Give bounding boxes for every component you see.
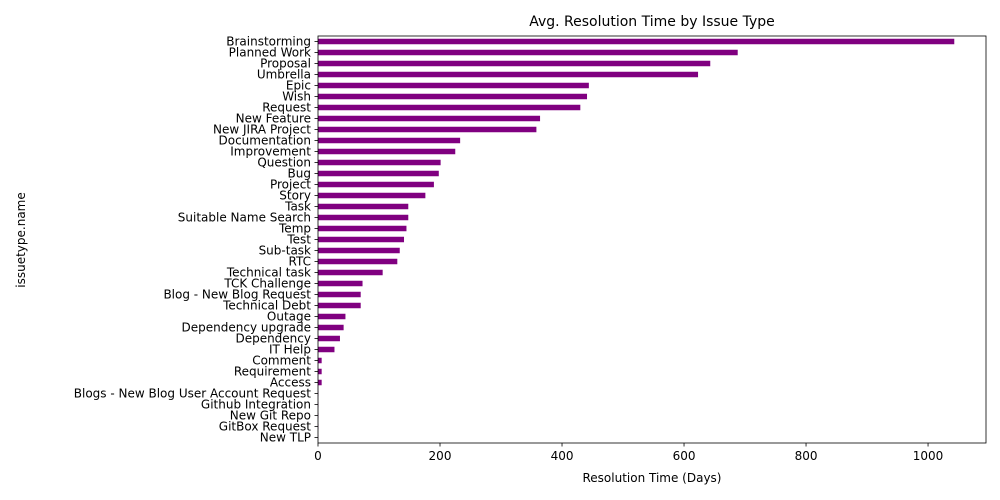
y-tick-label: Technical Debt xyxy=(222,299,311,313)
bar xyxy=(318,115,541,122)
bar xyxy=(318,247,400,254)
bar xyxy=(318,159,441,166)
bar xyxy=(318,357,322,364)
y-tick-label: IT Help xyxy=(269,343,311,357)
bar xyxy=(318,335,340,342)
y-tick-label: Temp xyxy=(278,222,311,236)
bar xyxy=(318,214,409,221)
y-tick-label: Suitable Name Search xyxy=(178,211,311,225)
y-tick-label: Requirement xyxy=(234,365,311,379)
bar xyxy=(318,71,699,78)
y-tick-label: Test xyxy=(286,233,311,247)
bar xyxy=(318,291,361,298)
bar xyxy=(318,236,405,243)
y-tick-label: Github Integration xyxy=(201,398,311,412)
y-tick-label: Dependency xyxy=(235,332,311,346)
y-tick-label: Access xyxy=(270,376,311,390)
bar xyxy=(318,82,589,89)
y-tick-label: Umbrella xyxy=(257,68,311,82)
y-tick-label: Epic xyxy=(286,79,311,93)
y-tick-label: Technical task xyxy=(226,266,311,280)
bar xyxy=(318,60,711,67)
y-tick-label: Planned Work xyxy=(229,46,311,60)
y-tick-label: Comment xyxy=(252,354,311,368)
y-tick-label: Dependency upgrade xyxy=(182,321,311,335)
y-tick-label: New Git Repo xyxy=(230,409,311,423)
bar xyxy=(318,38,955,45)
bar xyxy=(318,148,456,155)
y-tick-label: TCK Challenge xyxy=(223,277,311,291)
plot-frame xyxy=(317,35,987,444)
y-tick-label: Project xyxy=(270,178,311,192)
y-tick-label: Proposal xyxy=(260,57,311,71)
x-ticks: 0 200 400 600 800 1000 xyxy=(314,443,943,463)
bar xyxy=(318,346,335,353)
y-tick-label: New TLP xyxy=(260,431,311,445)
x-tick-label: 200 xyxy=(429,449,452,463)
y-tick-label: Sub-task xyxy=(259,244,311,258)
x-tick-label: 400 xyxy=(551,449,574,463)
y-tick-label: Blogs - New Blog User Account Request xyxy=(74,387,312,401)
bars-group xyxy=(318,38,955,441)
y-tick-label: Story xyxy=(279,189,311,203)
y-tick-label: Request xyxy=(262,101,311,115)
y-tick-label: Bug xyxy=(288,167,311,181)
bar xyxy=(318,225,407,232)
x-axis-label: Resolution Time (Days) xyxy=(582,471,721,485)
bar xyxy=(318,313,346,320)
y-axis-label: issuetype.name xyxy=(14,192,28,287)
y-tick-label: Outage xyxy=(267,310,311,324)
y-tick-label: Wish xyxy=(282,90,311,104)
x-tick-label: 1000 xyxy=(913,449,944,463)
bar xyxy=(318,368,322,375)
y-tick-label: Blog - New Blog Request xyxy=(163,288,311,302)
bar xyxy=(318,269,383,276)
bar xyxy=(318,379,322,386)
x-tick-label: 0 xyxy=(314,449,322,463)
bar xyxy=(318,93,588,100)
bar xyxy=(318,203,409,210)
bar xyxy=(318,49,738,56)
y-tick-label: Improvement xyxy=(230,145,311,159)
y-tick-label: New Feature xyxy=(236,112,311,126)
y-tick-label: New JIRA Project xyxy=(213,123,311,137)
bar xyxy=(318,258,398,265)
bar xyxy=(318,104,581,111)
y-tick-label: Task xyxy=(284,200,311,214)
y-tick-label: Brainstorming xyxy=(226,35,311,49)
bar xyxy=(318,126,537,133)
bar xyxy=(318,170,439,177)
x-tick-label: 800 xyxy=(795,449,818,463)
y-tick-label: RTC xyxy=(289,255,311,269)
bar xyxy=(318,181,434,188)
bar xyxy=(318,324,344,331)
y-tick-label: GitBox Request xyxy=(219,420,311,434)
bar xyxy=(318,137,461,144)
y-tick-label: Question xyxy=(257,156,311,170)
bar xyxy=(318,280,363,287)
bar xyxy=(318,192,426,199)
bar xyxy=(318,302,361,309)
x-tick-label: 600 xyxy=(673,449,696,463)
y-tick-label: Documentation xyxy=(218,134,311,148)
chart-title: Avg. Resolution Time by Issue Type xyxy=(529,14,775,30)
